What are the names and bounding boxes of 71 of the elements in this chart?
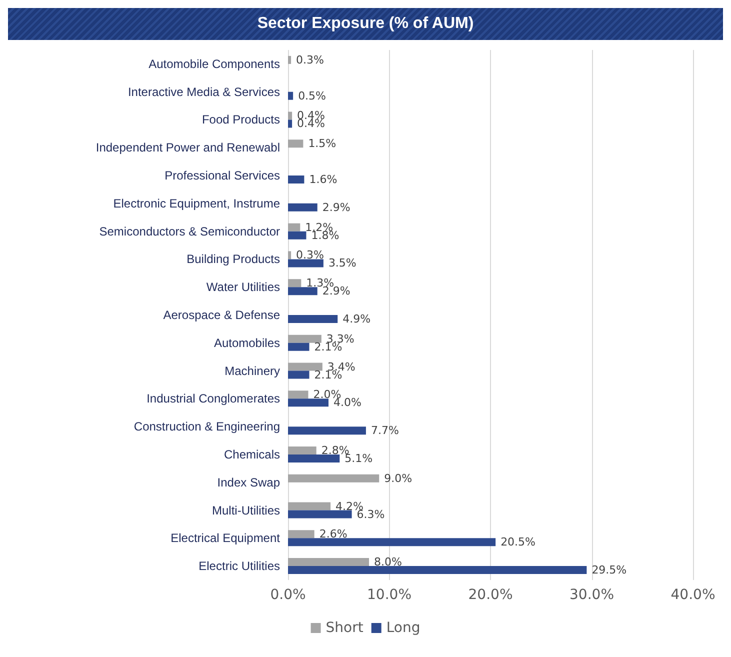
data-label: 1.6% <box>309 173 338 186</box>
y-tick-label: Water Utilities <box>206 280 280 294</box>
data-label: 9.0% <box>384 472 412 485</box>
y-tick-label: Construction & Engineering <box>134 420 280 434</box>
bar <box>288 474 380 482</box>
bar <box>288 398 328 407</box>
y-tick-label: Electrical Equipment <box>170 531 281 546</box>
x-tick-label: 40.0% <box>670 587 716 603</box>
data-label: 4.9% <box>342 312 371 326</box>
bar <box>288 92 294 100</box>
data-label: 0.5% <box>298 89 326 102</box>
y-tick-label: Automobile Components <box>148 56 280 71</box>
legend-label: Short <box>326 620 364 636</box>
data-label: 3.5% <box>328 256 356 270</box>
bar <box>288 454 340 462</box>
legend-label: Long <box>386 620 420 636</box>
bar <box>288 287 318 296</box>
bar <box>288 362 322 371</box>
y-tick-label: Semiconductors & Semiconductor <box>99 224 280 238</box>
bar <box>288 426 366 435</box>
x-tick-label: 20.0% <box>468 587 513 603</box>
bar <box>288 112 292 120</box>
data-label: 20.5% <box>500 536 536 549</box>
bar <box>288 558 369 566</box>
bar <box>288 223 300 232</box>
x-tick-label: 30.0% <box>570 587 614 603</box>
y-tick-label: Automobiles <box>214 336 280 350</box>
data-label: 2.6% <box>319 528 348 541</box>
bar <box>288 176 304 184</box>
bar <box>288 502 331 510</box>
bar <box>288 446 316 454</box>
bar <box>288 538 496 546</box>
y-tick-label: Electronic Equipment, Instrume <box>113 196 280 210</box>
y-tick-label: Food Products <box>202 112 280 127</box>
bar <box>288 566 587 574</box>
y-tick-label: Industrial Conglomerates <box>146 392 280 406</box>
bar <box>288 510 352 518</box>
data-label: 1.5% <box>308 137 336 150</box>
y-tick-label: Electric Utilities <box>198 559 280 574</box>
bar <box>288 56 292 64</box>
data-label: 8.0% <box>374 556 402 569</box>
y-tick-label: Multi-Utilities <box>212 503 280 518</box>
bar <box>288 251 292 260</box>
x-tick-label: 10.0% <box>367 587 412 603</box>
bar <box>288 140 304 148</box>
bar <box>288 342 310 351</box>
chart-title: Sector Exposure (% of AUM) <box>8 8 723 40</box>
data-label: 7.7% <box>370 424 399 438</box>
bar <box>288 231 306 240</box>
data-label: 2.9% <box>322 200 350 214</box>
x-tick-label: 0.0% <box>270 587 306 603</box>
bar <box>288 530 314 538</box>
bar <box>288 203 318 212</box>
y-tick-label: Aerospace & Defense <box>163 308 280 322</box>
data-label: 29.5% <box>592 564 627 577</box>
y-tick-label: Professional Services <box>164 168 280 183</box>
bar <box>288 279 302 288</box>
y-tick-label: Interactive Media & Services <box>128 84 280 99</box>
data-label: 0.3% <box>296 248 324 262</box>
bar <box>288 259 324 268</box>
y-tick-label: Machinery <box>224 364 280 378</box>
y-tick-label: Chemicals <box>224 447 280 462</box>
bar <box>288 370 310 379</box>
y-tick-label: Index Swap <box>217 475 280 490</box>
bar <box>288 315 338 323</box>
bar <box>288 334 322 343</box>
data-label: 0.3% <box>296 53 324 66</box>
y-tick-label: Independent Power and Renewabl <box>96 140 280 155</box>
y-tick-label: Building Products <box>186 252 280 266</box>
bar <box>288 390 308 399</box>
bar <box>288 120 292 128</box>
